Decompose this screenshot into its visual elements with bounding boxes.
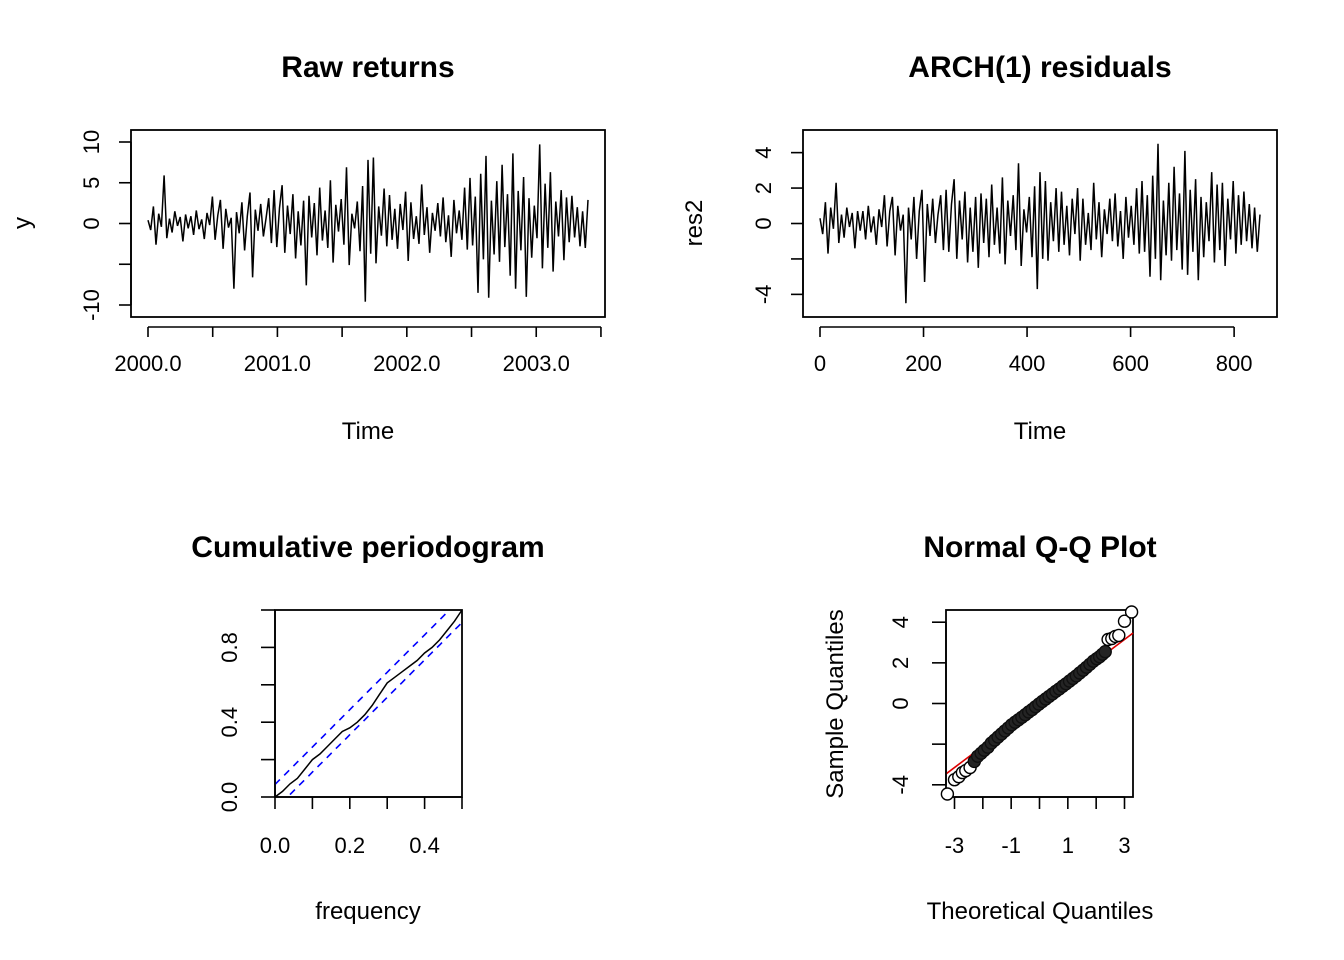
arch-residuals-xlabel: Time [1014,418,1066,445]
arch-residuals-x-tick-label: 600 [1112,351,1149,376]
cumulative-periodogram-x-tick-label: 0.2 [335,833,366,858]
cumulative-periodogram-plot-frame [274,609,463,798]
normal-qq-x-tick-label: -3 [945,833,965,858]
cumulative-periodogram-marks: 0.0 0.2 0.4 0.0 0.4 0.8 [217,609,463,858]
arch-residuals-title: ARCH(1) residuals [908,51,1171,84]
normal-qq-dense-points [968,645,1112,768]
normal-qq-point [940,787,955,801]
raw-returns-series-line [147,144,589,302]
arch-residuals-y-tick-label: -4 [751,285,776,305]
cumulative-periodogram-y-tick-label: 0.8 [217,632,242,663]
normal-qq-x-tick-label: 1 [1062,833,1074,858]
arch-residuals-y-tick-label: 2 [751,182,776,194]
cumulative-periodogram-x-tick-label: 0.4 [409,833,440,858]
cumulative-periodogram-y-tick-label: 0.0 [217,782,242,813]
arch-residuals-y-tick-label: 4 [751,147,776,159]
cumulative-periodogram-upper-band [274,611,448,786]
arch-residuals-x-tick-label: 400 [1009,351,1046,376]
cumulative-periodogram-xlabel: frequency [315,898,420,925]
normal-qq-x-tick-label: -1 [1001,833,1021,858]
raw-returns-y-tick-label: 10 [79,130,104,154]
raw-returns-y-tick-label: -10 [79,289,104,321]
normal-qq-point [1117,614,1132,628]
raw-returns-title: Raw returns [281,51,454,84]
normal-qq-title: Normal Q-Q Plot [923,531,1156,564]
cumulative-periodogram-title: Cumulative periodogram [191,531,544,564]
arch-residuals-x-tick-label: 800 [1216,351,1253,376]
arch-residuals-x-tick-label: 200 [905,351,942,376]
normal-qq-ylabel: Sample Quantiles [822,609,849,798]
cumulative-periodogram-panel: Cumulative periodogram frequency 0.0 0.2 0… [191,531,544,925]
normal-qq-y-tick-label: 4 [888,616,913,628]
normal-qq-y-tick-label: 0 [888,697,913,709]
raw-returns-x-tick-label: 2002.0 [373,351,440,376]
normal-qq-point [1124,605,1139,619]
cumulative-periodogram-x-tick-label: 0.0 [260,833,291,858]
arch-residuals-ylabel: res2 [681,200,708,247]
normal-qq-y-tick-label: -4 [888,775,913,795]
raw-returns-marks: 2000.0 2001.0 2002.0 2003.0 -10 0 5 10 [79,130,602,376]
normal-qq-x-tick-label: 3 [1118,833,1130,858]
raw-returns-ylabel: y [9,217,36,229]
raw-returns-x-tick-label: 2001.0 [244,351,311,376]
normal-qq-marks: -3 -1 1 3 -4 0 2 4 [888,605,1139,858]
raw-returns-xlabel: Time [342,418,394,445]
raw-returns-panel: Raw returns Time y 2000.0 2001.0 2002.0 200… [9,51,606,445]
cumulative-periodogram-line [274,609,463,798]
arch-residuals-series-line [819,143,1261,304]
arch-residuals-marks: 0 200 400 600 800 -4 0 2 4 [751,143,1261,376]
normal-qq-y-tick-label: 2 [888,657,913,669]
raw-returns-y-tick-label: 5 [79,177,104,189]
arch-residuals-y-tick-label: 0 [751,217,776,229]
normal-qq-panel: Normal Q-Q Plot Theoretical Quantiles Sa… [822,531,1157,925]
arch-residuals-x-tick-label: 0 [814,351,826,376]
normal-qq-point [1112,628,1126,643]
raw-returns-x-tick-label: 2003.0 [503,351,570,376]
raw-returns-x-tick-label: 2000.0 [114,351,181,376]
cumulative-periodogram-lower-band [289,621,463,796]
cumulative-periodogram-y-tick-label: 0.4 [217,707,242,738]
arch-residuals-panel: ARCH(1) residuals Time res2 0 200 400 600 80… [681,51,1278,445]
raw-returns-y-tick-label: 0 [79,217,104,229]
normal-qq-xlabel: Theoretical Quantiles [927,898,1154,925]
